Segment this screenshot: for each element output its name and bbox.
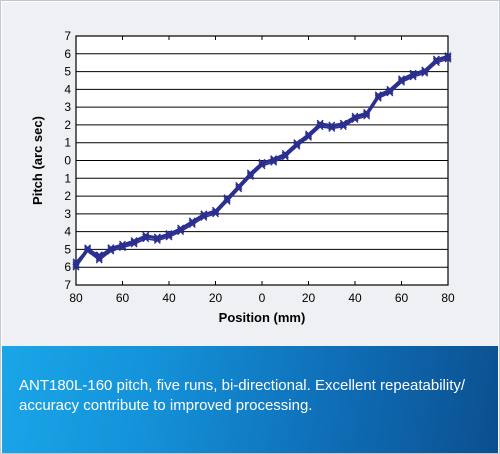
data-point [374, 93, 382, 100]
y-tick-label: 7 [64, 29, 71, 43]
x-tick-label: 0 [259, 291, 266, 305]
y-tick-label: 5 [64, 65, 71, 79]
data-point [107, 244, 115, 252]
data-point [305, 132, 312, 140]
y-tick-label: 3 [64, 100, 71, 114]
data-point [270, 155, 278, 163]
x-tick-label: 40 [348, 291, 362, 305]
data-point [188, 219, 196, 227]
y-tick-label: 4 [64, 225, 71, 239]
x-tick-label: 40 [162, 291, 176, 305]
x-tick-label: 20 [302, 291, 316, 305]
data-point [432, 55, 440, 63]
y-axis-label: Pitch (arc sec) [30, 116, 45, 205]
y-tick-label: 7 [64, 278, 71, 292]
y-tick-label: 2 [64, 118, 71, 132]
plot-panel: 7 6 5 4 3 2 1 0 1 2 3 4 5 6 7 80 60 40 20 0 20 40 60 80 Position… [2, 2, 498, 346]
data-point [386, 85, 394, 93]
data-point [246, 169, 254, 177]
data-point [339, 119, 347, 127]
data-point [95, 254, 103, 262]
data-point [363, 109, 371, 116]
data-point [351, 114, 359, 122]
y-tick-label: 0 [64, 154, 71, 168]
data-point [398, 77, 405, 84]
data-point [95, 256, 103, 264]
data-point [363, 110, 371, 118]
y-tick-label: 6 [64, 47, 71, 61]
y-tick-label: 3 [64, 207, 71, 221]
y-tick-label: 4 [64, 82, 71, 96]
data-point [386, 87, 394, 95]
y-tick-label: 1 [64, 171, 71, 185]
data-point [328, 123, 336, 131]
data-point [246, 171, 254, 179]
figure-caption: ANT180L-160 pitch, five runs, bi-directi… [19, 377, 466, 414]
x-tick-label: 80 [69, 291, 83, 305]
y-tick-label: 6 [64, 260, 71, 274]
data-point [142, 233, 150, 241]
caption-panel: ANT180L-160 pitch, five runs, bi-directi… [2, 346, 498, 453]
data-point [212, 208, 219, 216]
data-point [72, 261, 80, 269]
y-tick-label: 5 [64, 242, 71, 256]
data-point [119, 242, 126, 250]
data-point [223, 196, 231, 204]
data-point [200, 210, 208, 218]
data-point [235, 181, 243, 189]
data-point [130, 237, 138, 244]
data-point [316, 119, 324, 127]
data-point [153, 233, 161, 241]
data-point [84, 245, 92, 253]
data-point [177, 224, 185, 232]
data-point [235, 183, 243, 191]
data-point [409, 69, 417, 77]
data-point [223, 194, 231, 202]
x-tick-label: 60 [395, 291, 409, 305]
series-run-5 [72, 53, 452, 269]
data-point [293, 139, 301, 147]
y-tick-label: 1 [64, 136, 71, 150]
x-tick-label: 60 [116, 291, 130, 305]
data-point [293, 141, 301, 148]
data-point [444, 53, 452, 61]
y-tick-label: 2 [64, 189, 71, 203]
x-axis-label: Position (mm) [219, 310, 306, 325]
data-point [421, 68, 429, 76]
data-point [281, 151, 289, 159]
data-point [165, 231, 173, 239]
x-tick-label: 20 [209, 291, 223, 305]
x-tick-label: 80 [441, 291, 455, 305]
data-point [72, 263, 80, 271]
axes-frame [75, 35, 449, 286]
series-run-3 [72, 55, 452, 271]
data-point [258, 160, 266, 168]
data-point [305, 133, 312, 141]
